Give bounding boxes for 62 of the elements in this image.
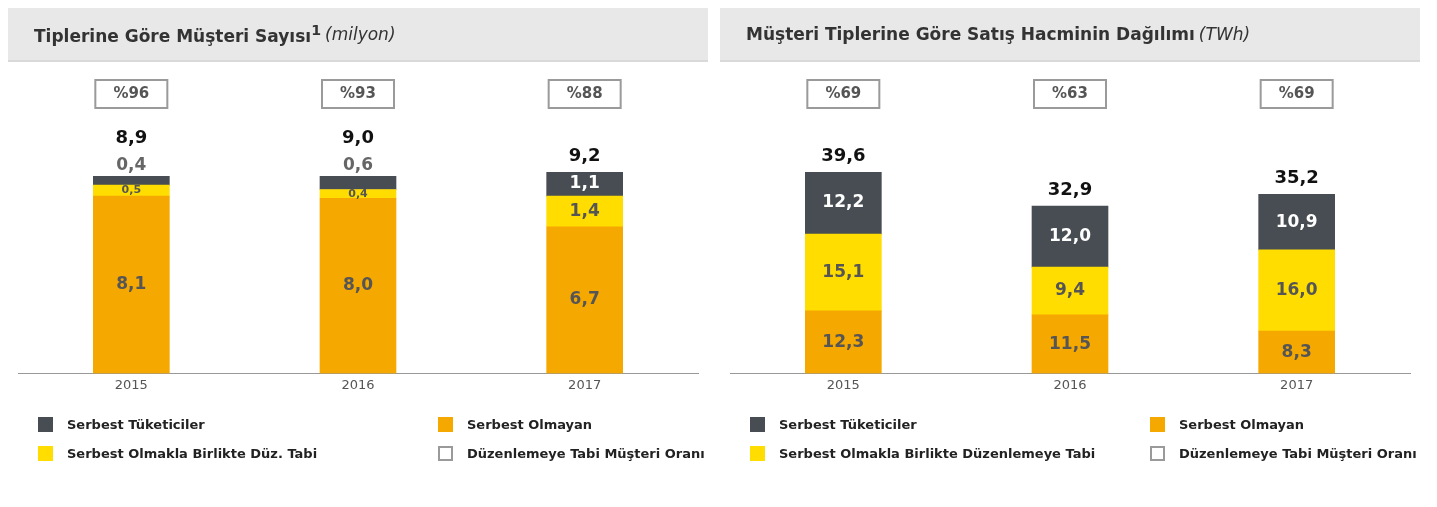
chart-title: Müşteri Tiplerine Göre Satış Hacminin Dağılımı — [746, 24, 1195, 44]
bar — [1031, 205, 1109, 268]
bar — [1258, 194, 1335, 251]
data-label: 0,5 — [121, 183, 142, 197]
data-label: 0,4 — [116, 153, 147, 174]
data-label: 9,4 — [1054, 279, 1086, 300]
data-label: 8,0 — [342, 274, 374, 295]
text: %96 — [113, 83, 150, 102]
data-label: 16,0 — [1275, 278, 1318, 299]
bar — [1031, 314, 1109, 374]
legend-label: Serbest Olmayan — [467, 417, 593, 432]
total-label: 39,6 — [821, 143, 866, 165]
data-label: 12,3 — [822, 330, 865, 351]
data-label: 12,2 — [822, 191, 865, 212]
bar — [93, 176, 170, 186]
x-tick-label: 2015 — [114, 376, 148, 392]
data-label: 12,0 — [1049, 225, 1092, 246]
total-label: 35,2 — [1274, 166, 1319, 188]
legend-label: Serbest Olmakla Birlikte Düz. Tabi — [67, 446, 318, 461]
total-label: 8,9 — [115, 126, 148, 148]
bar — [805, 310, 882, 374]
bar — [1031, 266, 1109, 316]
bar — [546, 226, 623, 374]
total-label: 9,0 — [342, 126, 374, 148]
data-label: 1,4 — [569, 199, 600, 220]
legend-label: Serbest Olmayan — [1179, 417, 1305, 432]
total-label: 9,2 — [568, 143, 601, 165]
text: Düzenlemeye Tabi Müşteri Oranı — [467, 446, 705, 461]
data-label: 0,6 — [342, 153, 374, 174]
x-tick-label: 2015 — [826, 376, 860, 392]
bar — [805, 172, 882, 235]
bar — [93, 195, 170, 374]
x-tick-label: 2016 — [341, 376, 375, 392]
x-tick-label: 2017 — [568, 376, 602, 392]
data-label: 8,1 — [116, 273, 147, 294]
total-label: 32,9 — [1047, 177, 1093, 199]
text: Düzenlemeye Tabi Müşteri Oranı — [1179, 446, 1417, 461]
bar — [805, 233, 882, 312]
bar — [319, 197, 397, 374]
data-label: 8,3 — [1281, 340, 1312, 361]
bar — [319, 176, 397, 190]
bar — [1258, 249, 1335, 332]
chart-title: Tiplerine Göre Müşteri Sayısı$^{1}$ — [34, 22, 322, 46]
data-label: 1,1 — [569, 172, 600, 193]
bar — [1258, 330, 1335, 374]
text: %93 — [340, 83, 376, 102]
chart-subtitle: (TWh) — [1198, 24, 1251, 44]
text: %69 — [1278, 83, 1315, 102]
legend-label: Serbest Tüketiciler — [67, 417, 205, 432]
data-label: 11,5 — [1049, 332, 1091, 353]
text: %69 — [825, 83, 862, 102]
text: %63 — [1052, 83, 1088, 102]
data-label: 6,7 — [569, 288, 600, 309]
data-label: 15,1 — [822, 260, 865, 281]
legend-label: Serbest Olmakla Birlikte Düzenlemeye Tabi — [779, 446, 1096, 461]
x-tick-label: 2017 — [1280, 376, 1314, 392]
text: %88 — [566, 83, 603, 102]
chart-subtitle: (milyon) — [325, 24, 396, 44]
x-tick-label: 2016 — [1053, 376, 1087, 392]
data-label: 10,9 — [1275, 210, 1318, 231]
data-label: 0,4 — [348, 186, 369, 200]
legend-label: Serbest Tüketiciler — [779, 417, 917, 432]
